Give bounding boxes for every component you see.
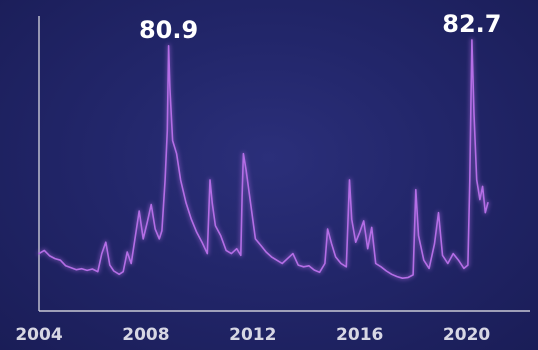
x-tick-label: 2020 (443, 325, 490, 345)
peak-annotation-label: 82.7 (442, 10, 501, 38)
series-layer (37, 38, 490, 280)
x-tick-labels: 2004 2008 2012 2016 2020 (15, 325, 490, 345)
peak-annotations: 80.9 82.7 (139, 10, 502, 44)
x-tick-label: 2004 (15, 325, 62, 345)
x-tick-label: 2012 (229, 325, 276, 345)
series-0-line (38, 39, 489, 279)
x-tick-label: 2016 (336, 325, 383, 345)
peak-annotation-label: 80.9 (139, 16, 198, 44)
x-tick-label: 2008 (122, 325, 169, 345)
